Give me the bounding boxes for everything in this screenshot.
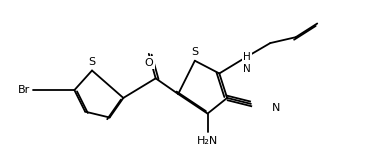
Text: S: S: [191, 47, 198, 57]
Text: Br: Br: [18, 85, 30, 95]
Text: O: O: [144, 58, 153, 68]
Text: N: N: [272, 103, 280, 113]
Text: H
N: H N: [243, 52, 251, 74]
Text: H₂N: H₂N: [197, 136, 218, 146]
Text: S: S: [88, 57, 96, 67]
